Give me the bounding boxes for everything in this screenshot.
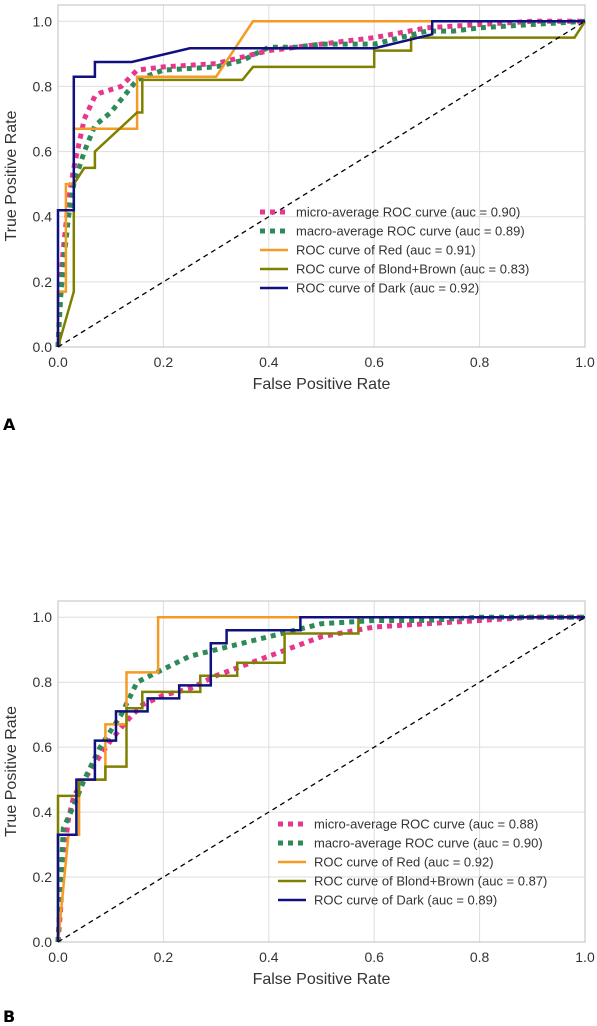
series-line-diagonal xyxy=(57,616,586,943)
legend-label: ROC curve of Red (auc = 0.92) xyxy=(314,855,494,870)
grid xyxy=(57,5,586,348)
legend-label: ROC curve of Dark (auc = 0.92) xyxy=(296,281,479,296)
y-axis-label: True Positive Rate xyxy=(3,110,20,241)
x-tick-label: 0.8 xyxy=(470,949,490,965)
y-tick-label: 0.6 xyxy=(33,144,53,160)
x-tick-label: 0.6 xyxy=(364,949,384,965)
series-line-dark xyxy=(56,20,585,347)
legend-label: ROC curve of Red (auc = 0.91) xyxy=(296,243,476,258)
plot-frame xyxy=(57,600,586,943)
series-line-blond-brown xyxy=(56,20,587,348)
series-line-diagonal xyxy=(57,20,586,348)
legend-label: macro-average ROC curve (auc = 0.90) xyxy=(314,836,543,851)
series-line-dark xyxy=(56,615,585,942)
series-line-macro xyxy=(55,18,586,348)
x-tick-label: 1.0 xyxy=(575,354,595,370)
x-tick-label: 0.6 xyxy=(364,354,384,370)
roc-chart-a: 0.0 0.2 0.4 0.6 0.8 1.0 0.0 0.2 0.4 0.6 0.8 1.0 Fals… xyxy=(3,4,595,393)
series-group xyxy=(55,18,587,348)
series-line-micro xyxy=(55,18,585,348)
y-axis-label: True Positive Rate xyxy=(3,706,20,837)
y-tick-label: 0.4 xyxy=(33,804,53,820)
x-tick-label: 0.0 xyxy=(48,354,68,370)
x-tick-label: 0.8 xyxy=(470,354,490,370)
legend: micro-average ROC curve (auc = 0.90) macr… xyxy=(260,205,529,296)
x-tick-label: 0.2 xyxy=(154,949,174,965)
x-tick-label: 1.0 xyxy=(575,949,595,965)
series-group xyxy=(55,614,586,943)
y-tick-label: 0.2 xyxy=(33,274,53,290)
grid xyxy=(57,601,586,943)
plot-frame xyxy=(57,4,586,348)
y-tick-label: 0.0 xyxy=(33,339,53,355)
panel-label-b: B xyxy=(3,1007,16,1026)
legend-label: ROC curve of Blond+Brown (auc = 0.87) xyxy=(314,874,547,889)
x-tick-label: 0.4 xyxy=(259,949,279,965)
y-tick-label: 0.8 xyxy=(33,78,53,94)
legend-label: ROC curve of Dark (auc = 0.89) xyxy=(314,893,497,908)
legend: micro-average ROC curve (auc = 0.88) macr… xyxy=(278,817,547,908)
legend-label: ROC curve of Blond+Brown (auc = 0.83) xyxy=(296,262,529,277)
panel-label-a: A xyxy=(3,415,16,434)
y-tick-label: 1.0 xyxy=(33,609,53,625)
series-line-red xyxy=(56,20,585,347)
y-tick-label: 1.0 xyxy=(33,13,53,29)
x-axis-label: False Positive Rate xyxy=(253,971,391,988)
series-line-micro xyxy=(55,614,585,943)
series-line-red xyxy=(56,615,585,943)
legend-label: macro-average ROC curve (auc = 0.89) xyxy=(296,224,525,239)
y-tick-label: 0.2 xyxy=(33,869,53,885)
y-tick-label: 0.0 xyxy=(33,934,53,950)
legend-label: micro-average ROC curve (auc = 0.90) xyxy=(296,205,520,220)
roc-chart-b: 0.0 0.2 0.4 0.6 0.8 1.0 0.0 0.2 0.4 0.6 0.8 1.0 Fals… xyxy=(3,600,595,988)
x-axis-label: False Positive Rate xyxy=(253,376,391,393)
y-tick-label: 0.6 xyxy=(33,739,53,755)
x-tick-label: 0.2 xyxy=(154,354,174,370)
y-tick-label: 0.8 xyxy=(33,674,53,690)
legend-label: micro-average ROC curve (auc = 0.88) xyxy=(314,817,538,832)
x-tick-label: 0.4 xyxy=(259,354,279,370)
x-tick-label: 0.0 xyxy=(48,949,68,965)
y-tick-label: 0.4 xyxy=(33,209,53,225)
